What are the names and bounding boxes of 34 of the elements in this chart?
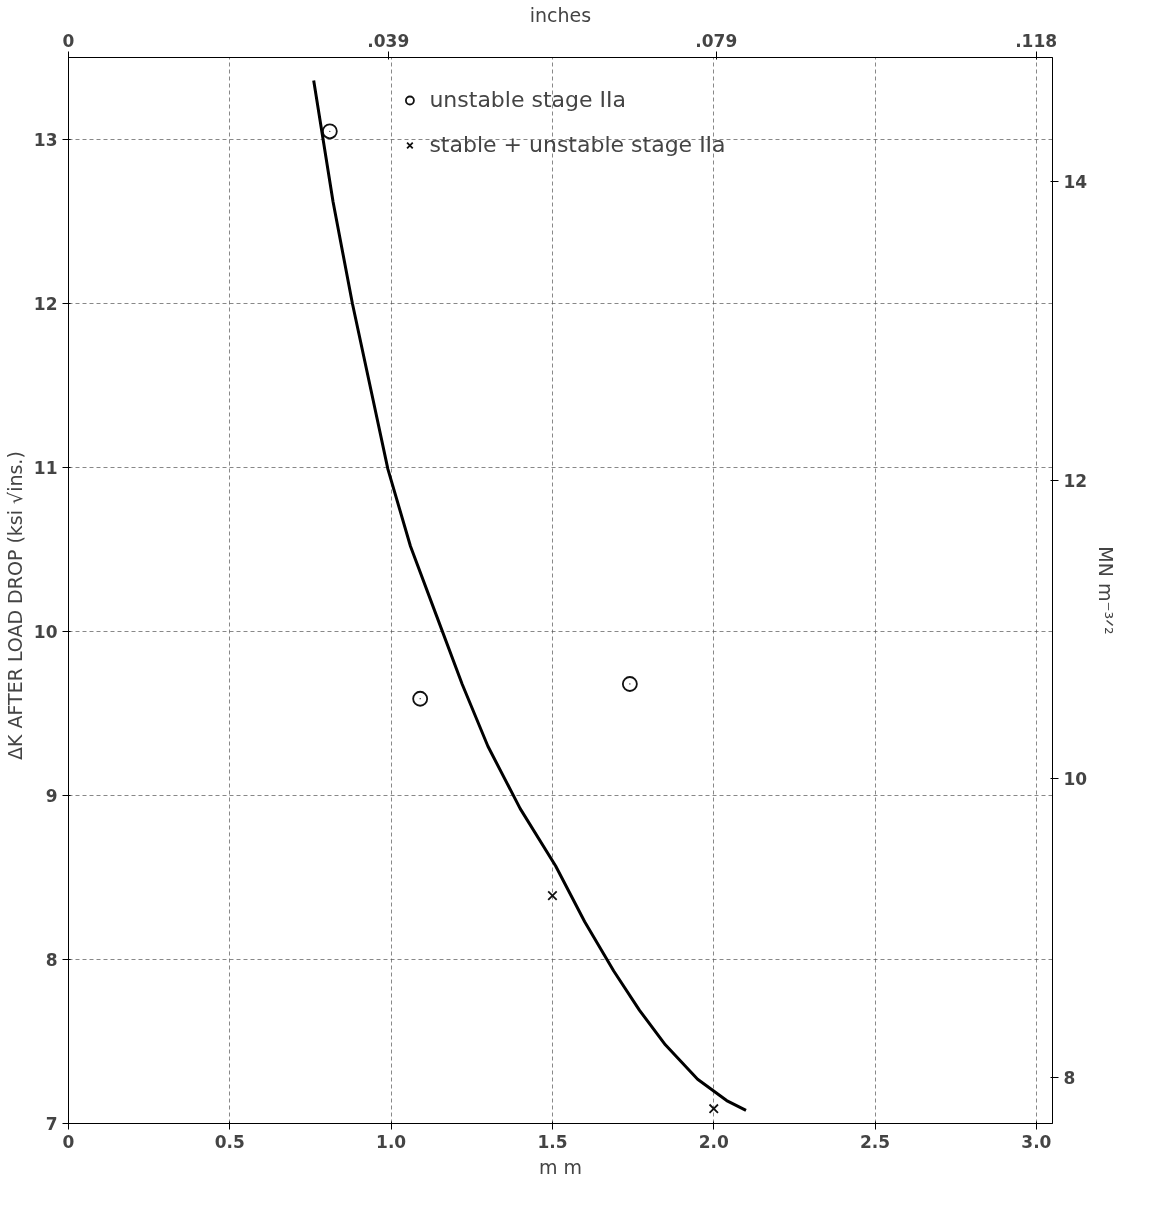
x-tick-label: 1.0 [376,1131,407,1152]
y-tick-label: 10 [33,622,58,642]
y2-tick-label: 12 [1063,470,1088,491]
point [708,1103,719,1114]
legend-label: unstable stage IIa [429,87,626,112]
legend-label: stable + unstable stage IIa [429,132,726,157]
point [547,890,558,901]
x-tick-label: 2.5 [860,1131,891,1152]
y2-axis-title: MN m⁻³ᐟ² [1095,546,1118,635]
x-tick-label: 0 [62,1131,75,1152]
point [621,676,638,692]
x-tick-label: 2.0 [698,1131,729,1152]
y-tick-label: 11 [33,458,58,478]
x2-axis-title: inches [529,3,592,26]
x-axis-title: m m [538,1155,583,1178]
y-tick-label: 9 [45,786,58,806]
y-tick-label: 13 [33,130,58,150]
x2-tick-label: .079 [695,30,738,51]
x-tick-label: 3.0 [1021,1131,1052,1152]
point [412,690,429,707]
x2-tick-label: .118 [1015,30,1058,51]
y2-tick-label: 8 [1063,1067,1076,1088]
y-axis-title: ΔK AFTER LOAD DROP (ksi √ins.) [3,451,26,761]
y-tick-label: 7 [45,1114,58,1134]
line-series [312,78,748,1112]
point [321,123,338,140]
x-tick-label: 0.5 [214,1131,245,1152]
y2-tick-label: 14 [1063,171,1088,192]
y-tick-label: 12 [33,294,58,314]
x-tick-label: 1.5 [537,1131,568,1152]
y-tick-label: 8 [45,950,58,970]
x2-tick-label: .039 [367,30,410,51]
x2-tick-label: 0 [62,30,75,51]
y2-tick-label: 10 [1063,769,1088,790]
